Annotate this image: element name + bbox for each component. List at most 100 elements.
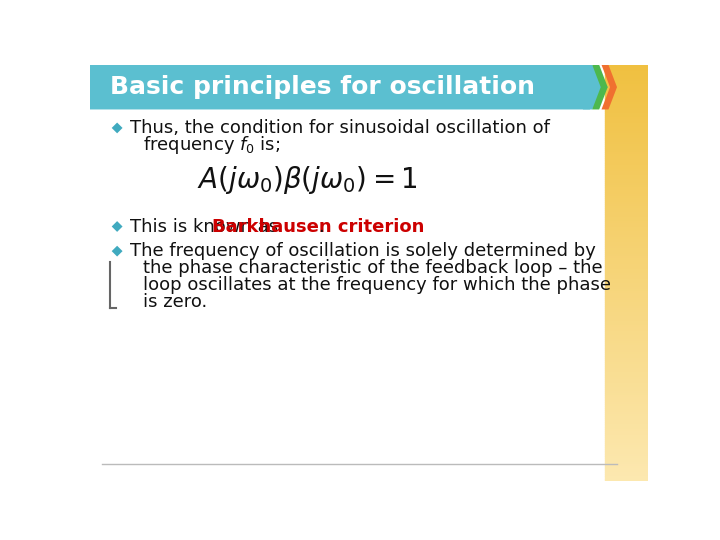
Bar (606, 287, 648, 289)
Bar (606, 356, 648, 358)
Text: $A(j\omega_0)\beta(j\omega_0)=1$: $A(j\omega_0)\beta(j\omega_0)=1$ (197, 164, 418, 197)
Bar (606, 349, 648, 352)
Bar (606, 154, 648, 156)
Bar (606, 187, 648, 190)
Bar (606, 125, 648, 127)
Bar (606, 265, 648, 266)
Bar (606, 381, 648, 383)
Bar (606, 262, 648, 265)
Bar (606, 464, 648, 466)
Bar (606, 244, 648, 246)
Bar (606, 321, 648, 322)
Bar (606, 133, 648, 136)
Bar (606, 214, 648, 217)
Bar (606, 239, 648, 241)
Bar (606, 283, 648, 285)
Bar (606, 406, 648, 408)
Bar (606, 144, 648, 146)
Bar (606, 150, 648, 152)
Bar (606, 225, 648, 227)
Bar (606, 275, 648, 277)
Bar (606, 104, 648, 106)
Bar (606, 87, 648, 90)
Bar (606, 121, 648, 123)
Bar (606, 200, 648, 202)
Text: Barkhausen criterion: Barkhausen criterion (212, 218, 424, 235)
Bar (606, 360, 648, 362)
Bar (606, 446, 648, 447)
Bar (606, 123, 648, 125)
Bar (606, 364, 648, 366)
Bar (606, 325, 648, 327)
Bar (606, 466, 648, 468)
Bar (606, 294, 648, 295)
Bar (606, 127, 648, 129)
Bar (606, 343, 648, 346)
Bar (606, 358, 648, 360)
Bar (606, 211, 648, 212)
Bar (606, 192, 648, 194)
Bar (606, 373, 648, 375)
Bar (606, 212, 648, 214)
Bar (606, 156, 648, 158)
Bar (606, 368, 648, 370)
Bar (606, 173, 648, 175)
Bar (606, 322, 648, 325)
Bar (606, 470, 648, 472)
Bar (606, 348, 648, 349)
Bar (606, 335, 648, 337)
Text: Basic principles for oscillation: Basic principles for oscillation (110, 75, 535, 99)
Bar (606, 316, 648, 319)
Bar (606, 314, 648, 316)
Bar (606, 420, 648, 422)
Bar (606, 462, 648, 464)
Bar (606, 117, 648, 119)
Bar (606, 306, 648, 308)
Bar (606, 77, 648, 79)
Bar (606, 165, 648, 167)
Bar (606, 393, 648, 395)
Bar (606, 327, 648, 329)
Bar (606, 113, 648, 114)
Bar (606, 92, 648, 94)
Bar (606, 468, 648, 470)
Bar (606, 400, 648, 402)
Bar (606, 414, 648, 416)
Bar (606, 148, 648, 150)
Bar (606, 179, 648, 181)
Bar (606, 90, 648, 92)
Bar (606, 422, 648, 424)
Bar (606, 271, 648, 273)
Bar (606, 285, 648, 287)
Bar (606, 229, 648, 231)
Bar (606, 163, 648, 165)
Bar (606, 98, 648, 100)
Bar (606, 158, 648, 160)
Bar (606, 221, 648, 223)
Bar (606, 391, 648, 393)
Bar (606, 141, 648, 144)
Bar (606, 387, 648, 389)
Bar (606, 333, 648, 335)
Text: loop oscillates at the frequency for which the phase: loop oscillates at the frequency for whi… (143, 276, 611, 294)
Bar (606, 424, 648, 427)
Bar (606, 427, 648, 429)
Bar (606, 131, 648, 133)
Bar (606, 435, 648, 437)
Bar (606, 329, 648, 331)
Bar (606, 96, 648, 98)
Bar (606, 379, 648, 381)
Bar (606, 362, 648, 364)
Bar (606, 389, 648, 391)
Bar (606, 478, 648, 481)
Bar (606, 277, 648, 279)
Bar (606, 443, 648, 446)
Bar (606, 194, 648, 196)
Bar (606, 219, 648, 221)
Bar (606, 346, 648, 348)
Bar (606, 300, 648, 302)
Bar (606, 289, 648, 292)
Bar (606, 250, 648, 252)
Bar (606, 476, 648, 478)
Bar (606, 227, 648, 229)
